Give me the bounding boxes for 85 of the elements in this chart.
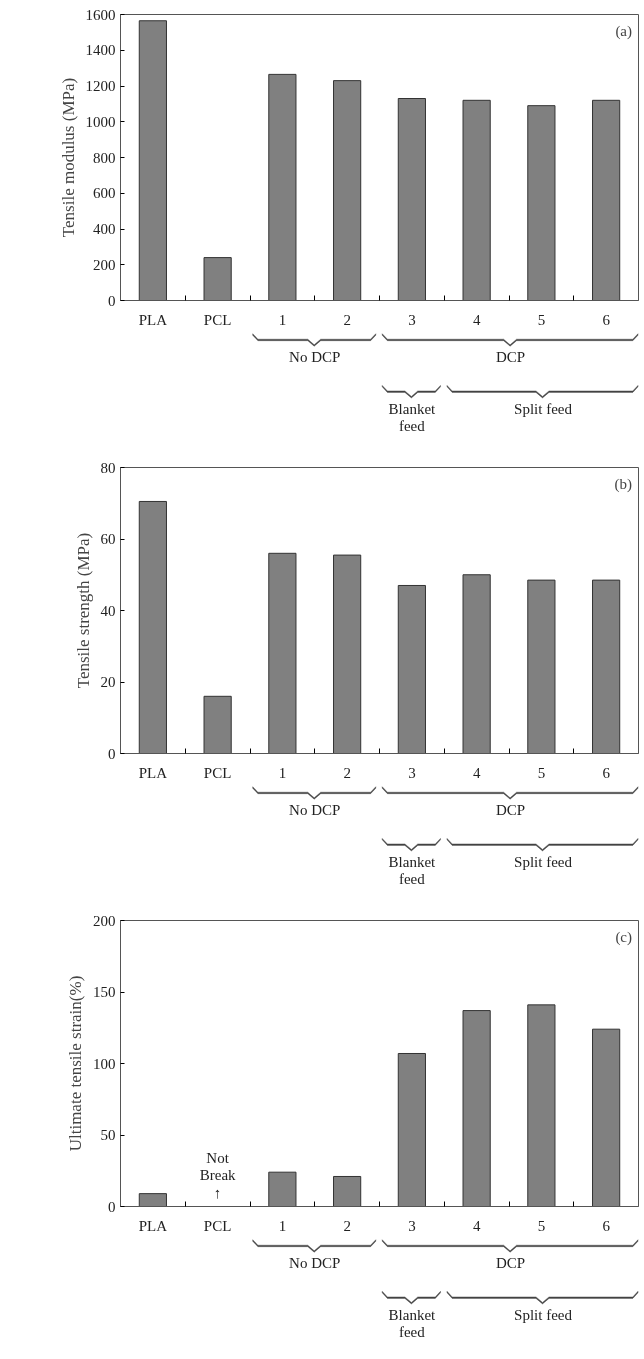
x-tick-label: 1 (278, 764, 287, 781)
y-tick-label: 800 (93, 149, 116, 166)
text: Split feed (514, 1306, 573, 1323)
x-tick-label: 6 (602, 311, 611, 328)
bar (462, 1010, 491, 1207)
x-tick-label: 3 (408, 311, 416, 328)
x-tick-label: PCL (203, 1217, 232, 1234)
y-tick-label: 50 (100, 1127, 116, 1143)
y-tick-label: 60 (100, 531, 116, 547)
x-tick-label: 2 (343, 311, 351, 328)
bar (333, 1175, 362, 1207)
annotation: Not Break ↑ (199, 1149, 237, 1201)
x-tick-label: 5 (537, 311, 546, 328)
bar (592, 1028, 621, 1207)
y-axis-title: Tensile modulus (MPa) (58, 77, 78, 238)
x-tick-label: 4 (472, 764, 481, 781)
bar (203, 257, 232, 301)
bar (462, 574, 491, 754)
x-tick-label: 1 (278, 1217, 287, 1234)
y-tick-label: 20 (100, 674, 116, 690)
text: Blanket feed (388, 400, 437, 435)
y-tick-label: 200 (93, 912, 116, 929)
y-tick-label: 1200 (85, 78, 116, 94)
bar (138, 500, 167, 754)
bar (138, 1193, 167, 1207)
x-tick-label: 4 (472, 1217, 481, 1234)
y-tick-label: 100 (93, 1055, 116, 1072)
annotation: (b) (614, 476, 633, 494)
x-tick-label: PCL (203, 764, 232, 781)
text: DCP (496, 348, 526, 365)
bar (203, 695, 232, 754)
text: DCP (496, 801, 526, 818)
bar (397, 98, 426, 301)
annotation: (a) (615, 23, 633, 41)
bar (527, 579, 556, 754)
bar (462, 99, 491, 301)
x-tick-label: 2 (343, 1217, 351, 1234)
x-tick-label: 4 (472, 311, 481, 328)
y-tick-label: 600 (93, 185, 116, 202)
y-tick-label: 200 (93, 256, 116, 273)
x-tick-label: 6 (602, 1217, 611, 1234)
y-tick-label: 150 (93, 984, 116, 1000)
x-tick-label: 5 (537, 764, 546, 781)
x-tick-label: PLA (138, 1217, 168, 1234)
text: Blanket feed (388, 853, 437, 888)
bar (527, 105, 556, 301)
bar (592, 99, 621, 301)
x-tick-label: 3 (408, 1217, 416, 1234)
y-tick-label: 0 (108, 292, 116, 309)
y-tick-label: 1600 (85, 6, 116, 23)
bar (268, 73, 297, 301)
bar (138, 20, 167, 301)
y-axis-title: Ultimate tensile strain(%) (66, 975, 85, 1152)
text: Split feed (514, 400, 573, 417)
text: No DCP (289, 1254, 341, 1271)
bar (592, 579, 621, 754)
text: No DCP (289, 348, 341, 365)
y-axis-title: Tensile strength (MPa) (73, 532, 93, 689)
y-tick-label: 0 (108, 745, 116, 762)
text: No DCP (289, 801, 341, 818)
y-tick-label: 40 (100, 602, 116, 619)
bar (527, 1004, 556, 1207)
bar (397, 1052, 426, 1207)
x-tick-label: 3 (408, 764, 416, 781)
bar (333, 80, 362, 301)
x-tick-label: PLA (138, 311, 168, 328)
x-tick-label: 2 (343, 764, 351, 781)
x-tick-label: 6 (602, 764, 611, 781)
y-tick-label: 400 (93, 221, 116, 237)
bar (333, 554, 362, 754)
x-tick-label: 1 (278, 311, 287, 328)
x-tick-label: PCL (203, 311, 232, 328)
y-tick-label: 0 (108, 1198, 116, 1215)
y-tick-label: 80 (100, 459, 116, 476)
x-tick-label: 5 (537, 1217, 546, 1234)
bar (268, 1171, 297, 1207)
y-tick-label: 1000 (85, 113, 116, 130)
y-tick-label: 1400 (85, 42, 116, 59)
x-tick-label: PLA (138, 764, 168, 781)
text: Split feed (514, 853, 573, 870)
text: DCP (496, 1254, 526, 1271)
annotation: (c) (615, 929, 633, 947)
text: Blanket feed (388, 1306, 437, 1341)
bar (397, 584, 426, 754)
bar (268, 552, 297, 754)
